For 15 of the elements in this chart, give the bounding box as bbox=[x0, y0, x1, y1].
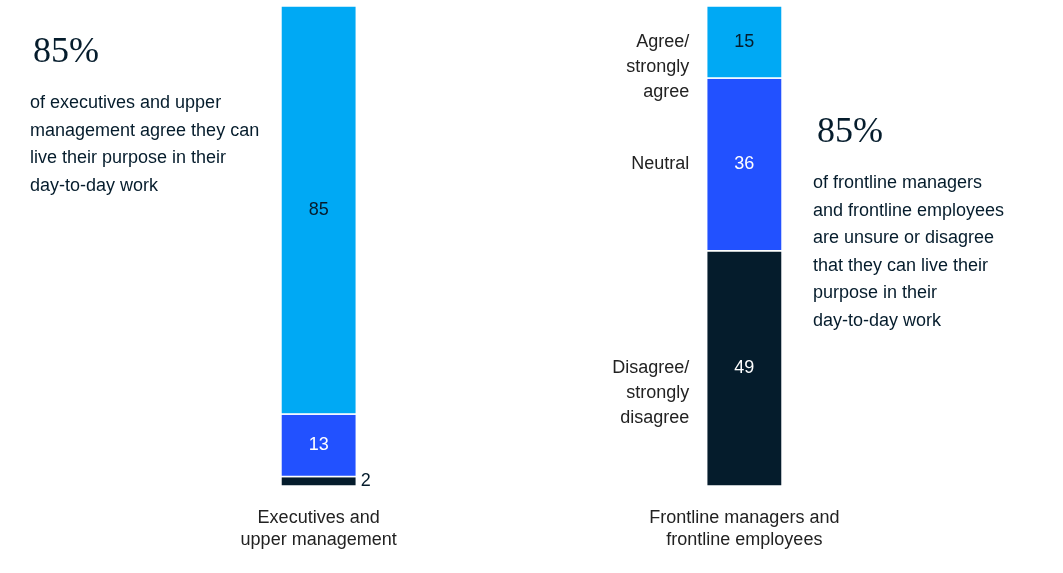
annotation: of executives and upper management agree they can live their purpose in their day-to-day work bbox=[30, 92, 260, 195]
data-label: 36 bbox=[734, 153, 755, 174]
x-tick-label: Frontline managers and frontline employees bbox=[649, 506, 840, 549]
series-label: Disagree/ strongly disagree bbox=[612, 357, 690, 428]
data-label: 13 bbox=[308, 434, 329, 455]
series-label: Neutral bbox=[631, 153, 690, 174]
data-label: 2 bbox=[360, 470, 371, 491]
data-label: 15 bbox=[734, 31, 755, 51]
series-label: Agree/ strongly agree bbox=[626, 31, 690, 101]
annotation: of frontline managers and frontline employees are unsure or disagree that they can live their purpose in their day-to-day work bbox=[813, 172, 1005, 330]
data-label: 49 bbox=[734, 357, 755, 378]
text: 85% bbox=[33, 30, 99, 70]
annotation: 85% bbox=[817, 110, 883, 150]
data-label: 85 bbox=[308, 199, 329, 219]
x-tick-label: Executives and upper management bbox=[240, 506, 397, 549]
